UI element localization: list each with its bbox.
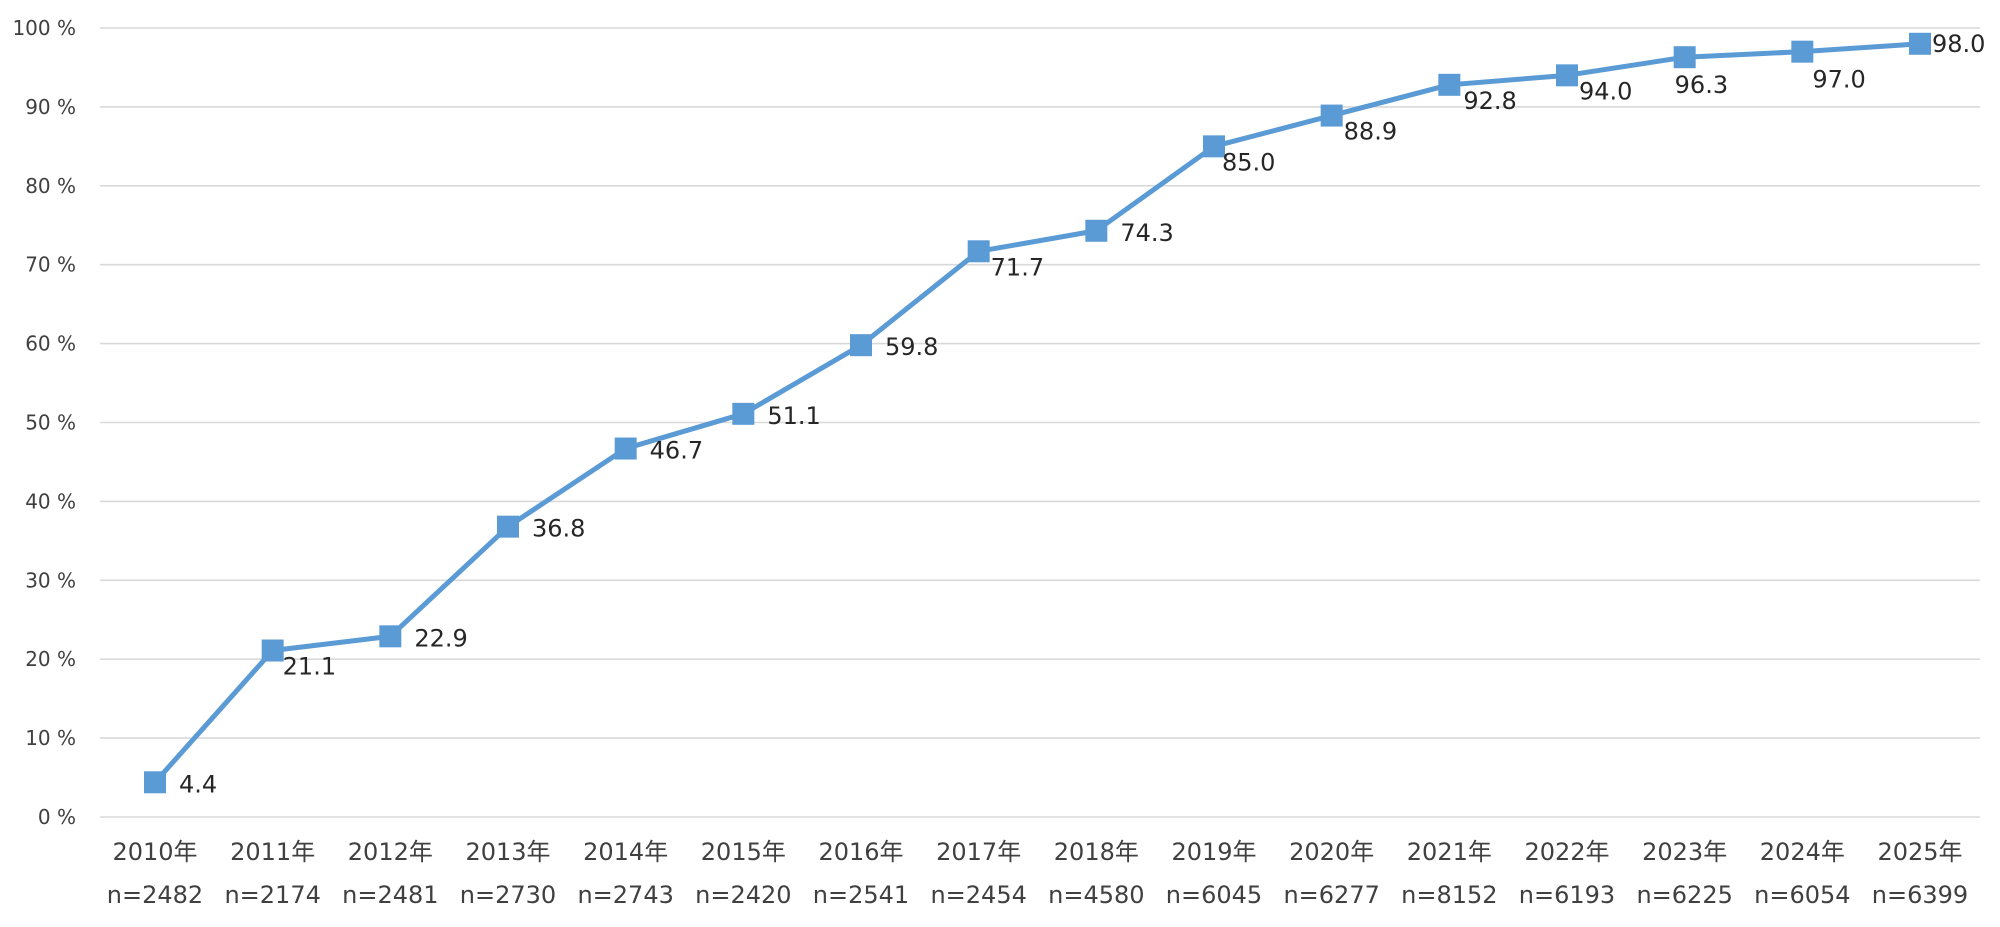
data-point <box>1320 104 1343 127</box>
data-label: 21.1 <box>283 653 336 681</box>
x-tick-label: 2015年 <box>701 838 786 866</box>
x-sublabel: n=2420 <box>695 881 791 909</box>
x-tick-label: 2023年 <box>1642 838 1727 866</box>
x-tick-label: 2020年 <box>1289 838 1374 866</box>
x-tick-label: 2018年 <box>1054 838 1139 866</box>
data-label: 97.0 <box>1812 66 1865 94</box>
y-tick-label: 0 % <box>38 805 76 829</box>
y-tick-label: 10 % <box>25 726 76 750</box>
x-sublabel: n=6193 <box>1519 881 1615 909</box>
data-label: 46.7 <box>650 437 703 465</box>
x-sublabel: n=8152 <box>1401 881 1497 909</box>
x-tick-label: 2014年 <box>583 838 668 866</box>
x-sublabel: n=2174 <box>224 881 320 909</box>
x-sublabel: n=4580 <box>1048 881 1144 909</box>
y-tick-label: 100 % <box>12 16 76 40</box>
x-tick-label: 2024年 <box>1760 838 1845 866</box>
data-label: 71.7 <box>991 253 1044 281</box>
gridlines <box>100 27 1980 818</box>
data-point <box>1085 219 1108 242</box>
data-point <box>497 515 519 538</box>
x-tick-label: 2017年 <box>936 838 1021 866</box>
data-point <box>1556 64 1578 87</box>
x-tick-label: 2010年 <box>112 838 197 866</box>
data-label: 96.3 <box>1675 71 1728 99</box>
y-tick-label: 80 % <box>25 174 76 198</box>
data-point <box>1791 40 1814 63</box>
x-sublabel: n=2454 <box>930 881 1026 909</box>
series-line <box>152 41 1923 785</box>
x-sublabel: n=2743 <box>577 881 673 909</box>
data-point <box>614 437 637 460</box>
data-point <box>1203 135 1225 158</box>
x-tick-label: 2013年 <box>465 838 550 866</box>
y-axis: 0 % 10 % 20 % 30 % 40 % 50 % 60 % 70 % 80 % 90 % 1… <box>12 16 76 829</box>
x-tick-label: 2021年 <box>1407 838 1492 866</box>
x-sublabel: n=2730 <box>460 881 556 909</box>
x-sublabel: n=6045 <box>1166 881 1262 909</box>
data-label: 74.3 <box>1120 219 1173 247</box>
data-point <box>1673 46 1696 69</box>
data-label: 98.0 <box>1932 30 1985 58</box>
data-label: 36.8 <box>532 515 585 543</box>
y-tick-label: 40 % <box>25 489 76 513</box>
data-point <box>967 240 990 263</box>
x-sublabel: n=6277 <box>1283 881 1379 909</box>
y-tick-label: 90 % <box>25 95 76 119</box>
x-axis: 2010年 n=2482 2011年 n=2174 2012年 n=2481 2013年 n=… <box>107 838 1968 909</box>
x-tick-label: 2025年 <box>1877 838 1962 866</box>
marker-layer <box>144 32 1931 794</box>
data-point <box>1438 73 1461 96</box>
x-tick-label: 2011年 <box>230 838 315 866</box>
data-label: 51.1 <box>767 402 820 430</box>
x-sublabel: n=6399 <box>1872 881 1968 909</box>
x-sublabel: n=2541 <box>813 881 909 909</box>
x-tick-label: 2022年 <box>1524 838 1609 866</box>
y-tick-label: 70 % <box>25 253 76 277</box>
data-point <box>144 771 166 794</box>
data-point <box>732 402 755 425</box>
data-label: 22.9 <box>414 624 467 652</box>
data-label: 4.4 <box>179 770 217 798</box>
y-tick-label: 30 % <box>25 568 76 592</box>
data-point <box>379 625 402 648</box>
series-line-layer <box>152 41 1923 785</box>
data-label: 85.0 <box>1222 148 1275 176</box>
data-label: 88.9 <box>1344 118 1397 146</box>
x-sublabel: n=6054 <box>1754 881 1850 909</box>
data-label-layer: 4.4 21.1 22.9 36.8 46.7 51.1 59.8 71.7 74.3 85.0 8… <box>179 30 1985 799</box>
data-point <box>1909 32 1931 55</box>
x-sublabel: n=2481 <box>342 881 438 909</box>
x-tick-label: 2019年 <box>1171 838 1256 866</box>
y-tick-label: 60 % <box>25 332 76 356</box>
x-sublabel: n=6225 <box>1636 881 1732 909</box>
x-tick-label: 2012年 <box>348 838 433 866</box>
data-label: 92.8 <box>1463 87 1516 115</box>
x-sublabel: n=2482 <box>107 881 203 909</box>
data-label: 94.0 <box>1579 77 1632 105</box>
y-tick-label: 20 % <box>25 647 76 671</box>
data-label: 59.8 <box>885 333 938 361</box>
data-point <box>850 334 872 357</box>
x-tick-label: 2016年 <box>818 838 903 866</box>
y-tick-label: 50 % <box>25 411 76 435</box>
data-point <box>261 639 284 662</box>
